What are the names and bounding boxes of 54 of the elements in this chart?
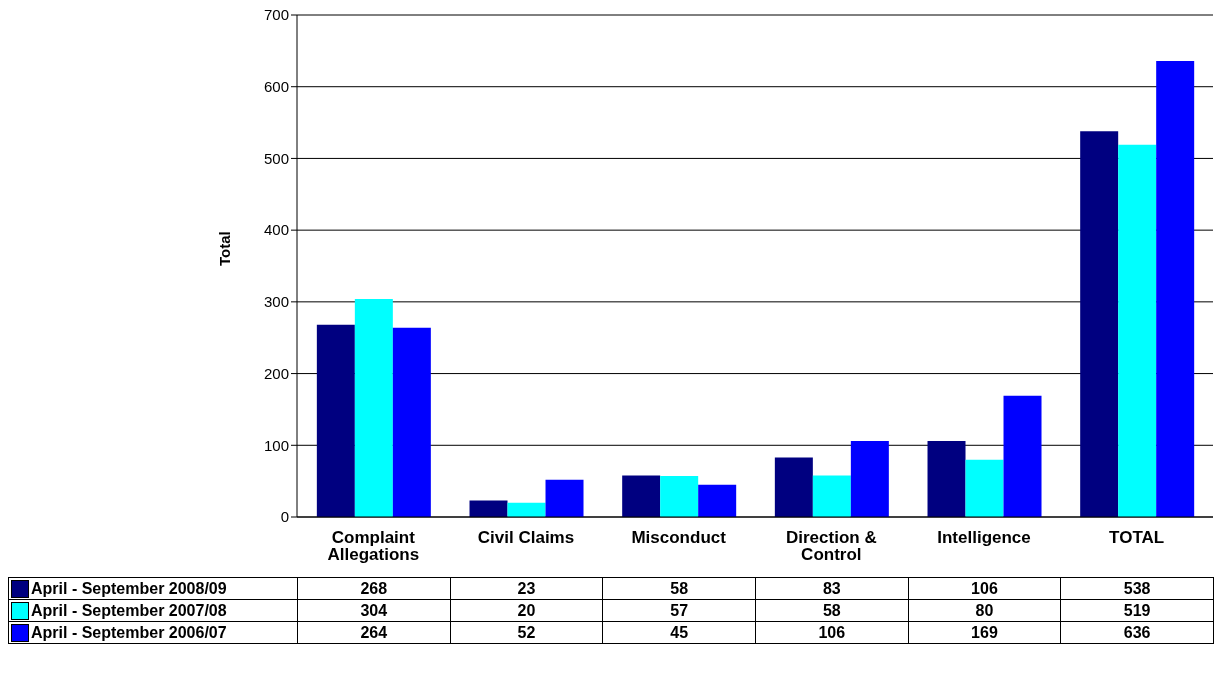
y-axis-title: Total xyxy=(216,231,234,266)
bar xyxy=(1118,144,1157,517)
data-label: 636 xyxy=(1060,621,1214,644)
data-label: 58 xyxy=(602,577,756,600)
data-label: 169 xyxy=(908,621,1061,644)
bar xyxy=(622,475,661,517)
x-tick-label: Direction & Control xyxy=(785,528,877,565)
bar xyxy=(660,476,699,517)
legend-label: April - September 2006/07 xyxy=(31,623,227,641)
bar xyxy=(1003,395,1042,517)
data-label: 538 xyxy=(1060,577,1214,600)
bar xyxy=(1080,131,1119,517)
data-label: 519 xyxy=(1060,599,1214,622)
data-label: 304 xyxy=(297,599,451,622)
y-tick-label: 300 xyxy=(263,293,289,311)
bar xyxy=(354,298,393,517)
y-tick-label: 0 xyxy=(280,508,289,526)
data-label: 57 xyxy=(602,599,756,622)
bar xyxy=(469,500,508,517)
y-tick-label: 400 xyxy=(263,221,289,239)
data-label: 264 xyxy=(297,621,451,644)
bar xyxy=(1156,60,1195,517)
x-tick-label: Civil Claims xyxy=(477,528,575,548)
bar xyxy=(392,327,431,517)
y-tick-label: 600 xyxy=(263,78,289,96)
data-label: 83 xyxy=(755,577,909,600)
y-tick-label: 700 xyxy=(263,6,289,24)
data-label: 268 xyxy=(297,577,451,600)
x-tick-label: Complaint Allegations xyxy=(327,528,420,565)
y-tick-label: 500 xyxy=(263,149,289,167)
data-label: 58 xyxy=(755,599,909,622)
x-tick-label: Misconduct xyxy=(631,528,727,548)
x-tick-label: Intelligence xyxy=(937,528,1031,548)
legend-label: April - September 2007/08 xyxy=(31,601,227,619)
data-label: 20 xyxy=(450,599,603,622)
data-label: 52 xyxy=(450,621,603,644)
y-tick-label: 100 xyxy=(263,436,289,454)
bar xyxy=(507,502,546,517)
bar xyxy=(774,457,813,517)
bar xyxy=(812,475,851,517)
data-label: 106 xyxy=(755,621,909,644)
bar xyxy=(545,479,584,517)
data-label: 80 xyxy=(908,599,1061,622)
bar xyxy=(927,440,966,517)
bar xyxy=(698,484,737,517)
legend-label: April - September 2008/09 xyxy=(31,579,227,597)
bar xyxy=(316,324,355,517)
data-label: 23 xyxy=(450,577,603,600)
bar xyxy=(850,440,889,517)
bar xyxy=(965,459,1004,517)
data-label: 106 xyxy=(908,577,1061,600)
x-tick-label: TOTAL xyxy=(1109,528,1165,548)
data-label: 45 xyxy=(602,621,756,644)
y-tick-label: 200 xyxy=(263,364,289,382)
